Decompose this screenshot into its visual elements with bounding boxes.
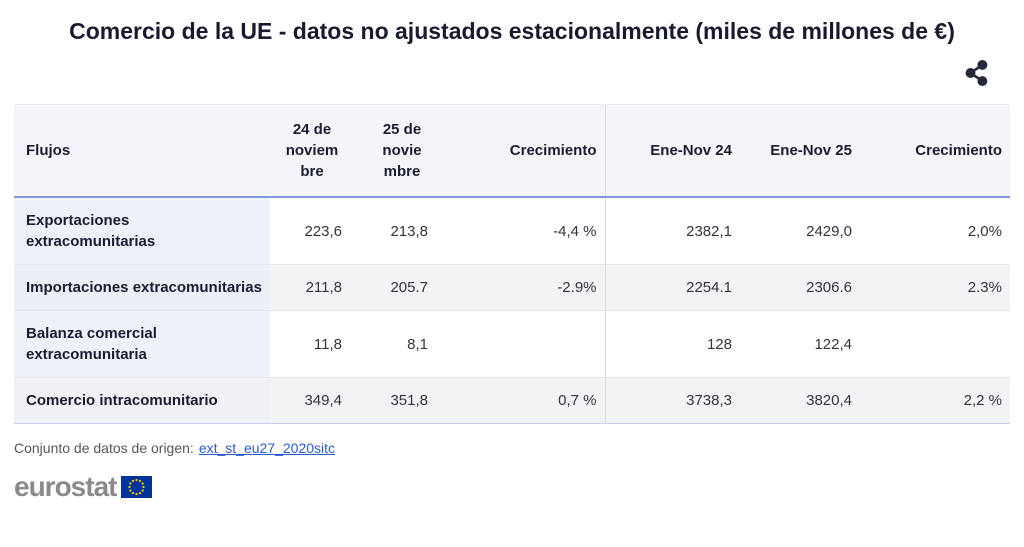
row-label: Comercio intracomunitario	[14, 377, 270, 424]
table-cell: 2429,0	[806, 222, 852, 240]
chart-title: Comercio de la UE - datos no ajustados e…	[69, 18, 955, 44]
table-cell: 0,7 %	[436, 377, 605, 424]
row-label: Importaciones extracomunitarias	[14, 264, 270, 311]
table-header: Flujos 24 de noviembre 25 de noviembre C…	[14, 104, 1010, 198]
table-cell: 223,6	[304, 222, 342, 240]
table-cell: 213,8	[390, 222, 428, 240]
column-header-24-noviembre-label: 24 de noviembre	[285, 121, 339, 180]
eurostat-logo-text: eurostat	[14, 471, 117, 502]
column-header-ene-nov-25: Ene-Nov 25	[740, 104, 860, 198]
table-cell: 122,4	[740, 310, 860, 378]
table-cell: 11,8	[270, 310, 350, 378]
table-cell: 2306.6	[740, 264, 860, 311]
column-header-crecimiento-anual: Crecimiento	[860, 104, 1010, 198]
table-cell: 2.3%	[860, 264, 1010, 311]
source-label: Conjunto de datos de origen:	[14, 440, 194, 456]
table-cell: 211,8	[270, 264, 350, 311]
share-icon	[965, 59, 988, 87]
table-cell	[436, 310, 605, 378]
column-header-ene-nov-24: Ene-Nov 24	[604, 104, 740, 198]
table-row-balanza: Balanza comercial extracomunitaria 11,8 …	[14, 310, 1010, 378]
table-cell	[860, 310, 1010, 378]
share-button[interactable]	[962, 58, 992, 88]
row-label: Exportaciones extracomunitarias	[14, 197, 270, 265]
table-row-importaciones: Importaciones extracomunitarias 211,8 20…	[14, 264, 1010, 311]
table-cell: -2.9%	[436, 264, 605, 311]
table-body: Exportaciones extracomunitarias 223,6 21…	[14, 197, 1010, 424]
source-note: Conjunto de datos de origen: ext_st_eu27_…	[14, 440, 1024, 456]
table-cell: 349,4	[270, 377, 350, 424]
eurostat-table-widget: Comercio de la UE - datos no ajustados e…	[0, 0, 1024, 501]
dataset-link[interactable]: ext_st_eu27_2020sitc	[198, 440, 336, 456]
table-cell: 3738,3	[604, 377, 740, 424]
header-row: Flujos 24 de noviembre 25 de noviembre C…	[14, 104, 1010, 198]
table-cell: 128	[604, 310, 740, 378]
table-cell: 351,8	[350, 377, 436, 424]
table-cell: 2254.1	[604, 264, 740, 311]
data-table: Flujos 24 de noviembre 25 de noviembre C…	[14, 104, 1010, 424]
table-cell: 8,1	[350, 310, 436, 378]
page-header: Comercio de la UE - datos no ajustados e…	[0, 0, 1024, 104]
table-cell: 2,2 %	[860, 377, 1010, 424]
column-header-crecimiento-mensual: Crecimiento	[436, 104, 605, 198]
eu-flag-icon	[121, 476, 153, 498]
column-header-24-noviembre: 24 de noviembre	[270, 104, 350, 198]
table-row-intracomunitario: Comercio intracomunitario 349,4 351,8 0,…	[14, 377, 1010, 424]
table-cell: 2,0%	[967, 222, 1002, 240]
table-cell: -4,4 %	[553, 222, 597, 240]
row-label: Balanza comercial extracomunitaria	[14, 310, 270, 378]
table-cell: 205.7	[350, 264, 436, 311]
table-cell: 3820,4	[740, 377, 860, 424]
column-header-25-noviembre: 25 de noviembre	[350, 104, 436, 198]
column-header-25-noviembre-label: 25 de noviembre	[382, 121, 422, 180]
column-header-flujos: Flujos	[14, 104, 270, 198]
table-cell: 2382,1	[604, 197, 740, 265]
table-row-exportaciones: Exportaciones extracomunitarias 223,6 21…	[14, 197, 1010, 265]
eurostat-logo[interactable]: eurostat	[14, 473, 1024, 501]
